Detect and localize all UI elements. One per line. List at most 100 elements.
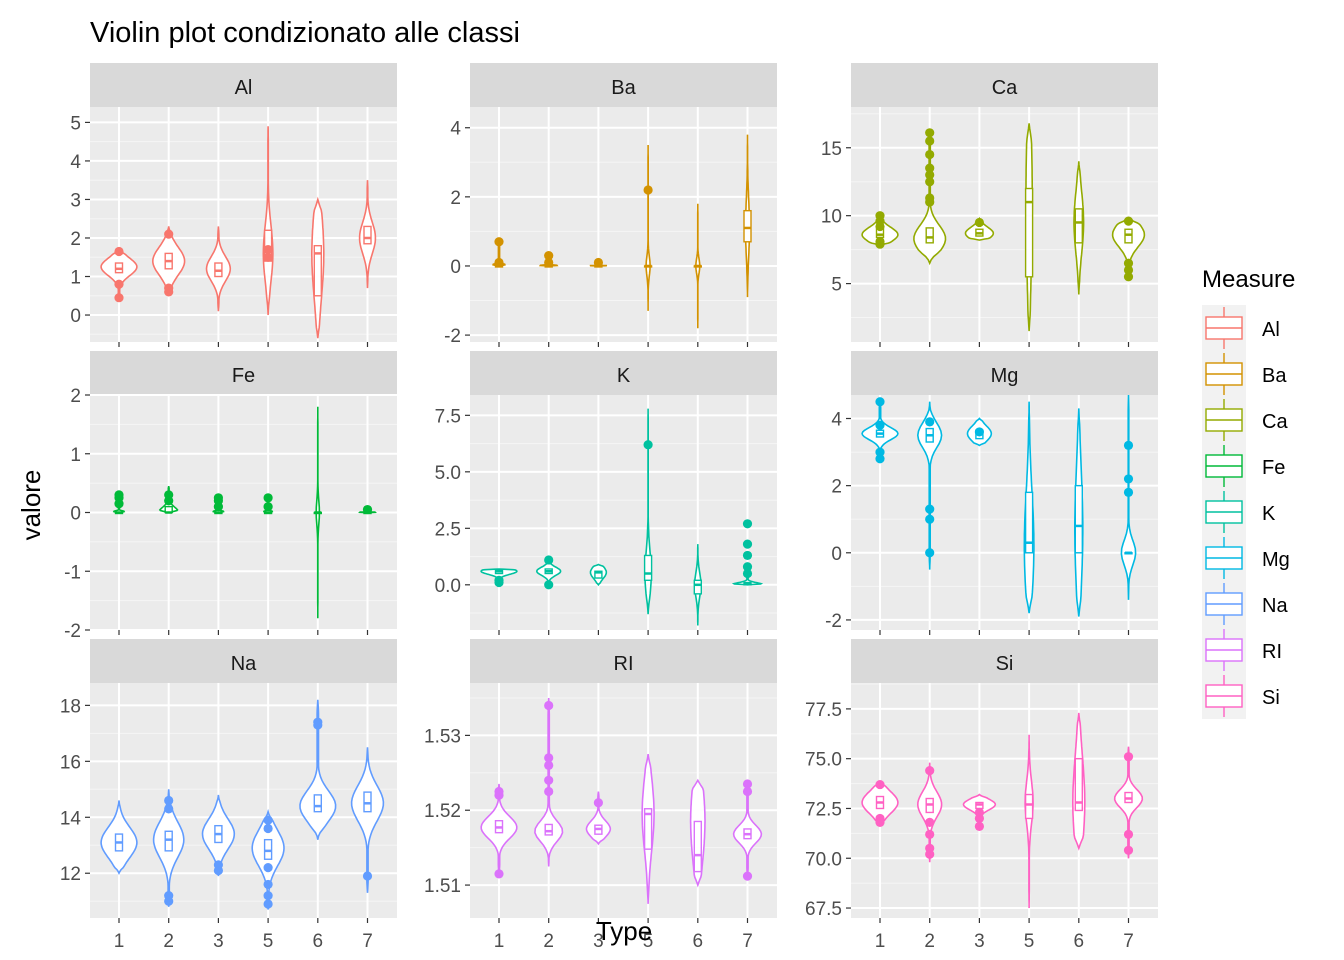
outlier-ca-type-2-2 — [925, 177, 935, 187]
facet-strip — [90, 351, 397, 395]
outlier-ca-type-2-4 — [925, 163, 935, 173]
facet-strip-label: K — [617, 365, 631, 387]
y-tick-label: 77.5 — [805, 700, 842, 721]
outlier-ba-type-2-1 — [544, 251, 554, 261]
y-tick-label: 1.51 — [424, 876, 461, 897]
outlier-ri-type-2-2 — [544, 760, 554, 770]
chart-title: Violin plot condizionato alle classi — [90, 17, 520, 49]
panel-background — [470, 683, 777, 918]
outlier-na-type-5-1 — [263, 891, 273, 901]
violin-ba-type-5 — [645, 145, 651, 311]
outlier-si-type-3-2 — [974, 807, 985, 818]
outlier-si-type-2-2 — [925, 829, 935, 839]
legend-label: Ba — [1262, 365, 1287, 387]
outlier-k-type-7-3 — [742, 539, 753, 549]
x-tick-label: 3 — [974, 931, 985, 952]
outlier-ca-type-2-3 — [925, 170, 935, 180]
outlier-mg-type-1-1 — [875, 447, 885, 457]
violin-al-type-5 — [262, 126, 274, 316]
facet-strip-label: Ba — [611, 77, 636, 99]
outlier-mg-type-1-0 — [875, 454, 885, 464]
outlier-ca-type-1-1 — [875, 236, 885, 247]
outlier-k-type-5-0 — [643, 440, 653, 450]
x-tick-label: 3 — [213, 931, 224, 952]
legend-label: K — [1262, 503, 1276, 525]
outlier-k-type-2-1 — [544, 555, 554, 565]
violin-na-type-7 — [350, 747, 385, 893]
x-tick-label: 6 — [1074, 931, 1085, 952]
outlier-na-type-2-1 — [164, 891, 174, 901]
box-al-type-7 — [363, 225, 372, 245]
outlier-ri-type-7-2 — [742, 779, 753, 789]
outlier-ri-type-2-3 — [544, 753, 554, 763]
panel-mg: Mg-2024123567 — [825, 351, 1158, 664]
outlier-mg-type-7-1 — [1123, 474, 1134, 484]
y-tick-label: 18 — [60, 696, 81, 717]
box-ri-type-2 — [544, 823, 553, 836]
outlier-ba-type-1-0 — [494, 257, 504, 268]
outlier-na-type-6-1 — [313, 717, 323, 727]
legend-label: Na — [1262, 595, 1288, 617]
legend-item-fe: Fe — [1202, 443, 1285, 489]
panel-background — [851, 683, 1158, 918]
outlier-al-type-1-1 — [114, 279, 124, 289]
outlier-ca-type-2-7 — [925, 128, 935, 138]
facet-strip-label: Ca — [992, 77, 1018, 99]
y-tick-label: 4 — [70, 152, 81, 173]
y-tick-label: 0 — [450, 257, 461, 278]
panel-background — [851, 395, 1158, 630]
panel-background — [90, 107, 397, 342]
violin-mg-type-7 — [1120, 394, 1137, 600]
outlier-mg-type-2-1 — [925, 514, 935, 524]
outlier-ri-type-3-0 — [593, 798, 604, 808]
y-tick-label: 72.5 — [805, 799, 842, 820]
legend-label: Ca — [1262, 411, 1288, 433]
y-tick-label: 15 — [821, 139, 842, 160]
outlier-si-type-1-1 — [875, 813, 885, 824]
y-tick-label: 16 — [60, 752, 81, 773]
x-tick-label: 3 — [593, 931, 604, 952]
outlier-k-type-7-2 — [742, 550, 753, 561]
y-tick-label: 70.0 — [805, 849, 842, 870]
facet-strip-label: RI — [614, 653, 634, 675]
y-tick-label: 2.5 — [435, 519, 461, 540]
y-tick-label: 0 — [70, 504, 81, 525]
outlier-al-type-2-2 — [164, 229, 174, 239]
y-tick-label: 2 — [70, 229, 81, 250]
x-tick-label: 6 — [313, 931, 324, 952]
outlier-ba-type-5-0 — [643, 185, 653, 195]
box-ri-type-6 — [693, 820, 702, 873]
facet-strip — [851, 639, 1158, 683]
box-k-type-5 — [643, 554, 653, 581]
outlier-fe-type-5-0 — [263, 502, 273, 512]
y-tick-label: 0.0 — [435, 576, 461, 597]
x-tick-label: 7 — [362, 931, 373, 952]
y-tick-label: 1 — [70, 268, 81, 289]
outlier-al-type-1-0 — [114, 293, 124, 303]
y-tick-label: 5 — [70, 113, 81, 134]
outlier-al-type-5-1 — [263, 244, 273, 255]
y-tick-label: 1 — [70, 445, 81, 466]
legend-title: Measure — [1202, 266, 1295, 293]
y-axis-title: valore — [16, 470, 46, 541]
outlier-ba-type-3-0 — [593, 257, 604, 268]
y-tick-label: 12 — [60, 864, 81, 885]
outlier-mg-type-1-2 — [875, 420, 885, 430]
box-ca-type-7 — [1124, 228, 1133, 244]
x-tick-label: 2 — [924, 931, 935, 952]
facet-strip-label: Na — [231, 653, 257, 675]
outlier-na-type-5-2 — [263, 879, 273, 890]
legend-label: RI — [1262, 641, 1282, 663]
outlier-na-type-5-3 — [263, 863, 273, 873]
outlier-k-type-7-1 — [742, 562, 753, 572]
legend-label: Al — [1262, 319, 1280, 341]
outlier-ca-type-2-5 — [925, 149, 935, 160]
outlier-mg-type-2-2 — [925, 504, 935, 514]
panel-background — [470, 395, 777, 630]
facet-strip-label: Al — [235, 77, 253, 99]
outlier-ca-type-7-0 — [1123, 272, 1134, 282]
facet-strip-label: Fe — [232, 365, 255, 387]
outlier-mg-type-3-0 — [974, 427, 985, 437]
